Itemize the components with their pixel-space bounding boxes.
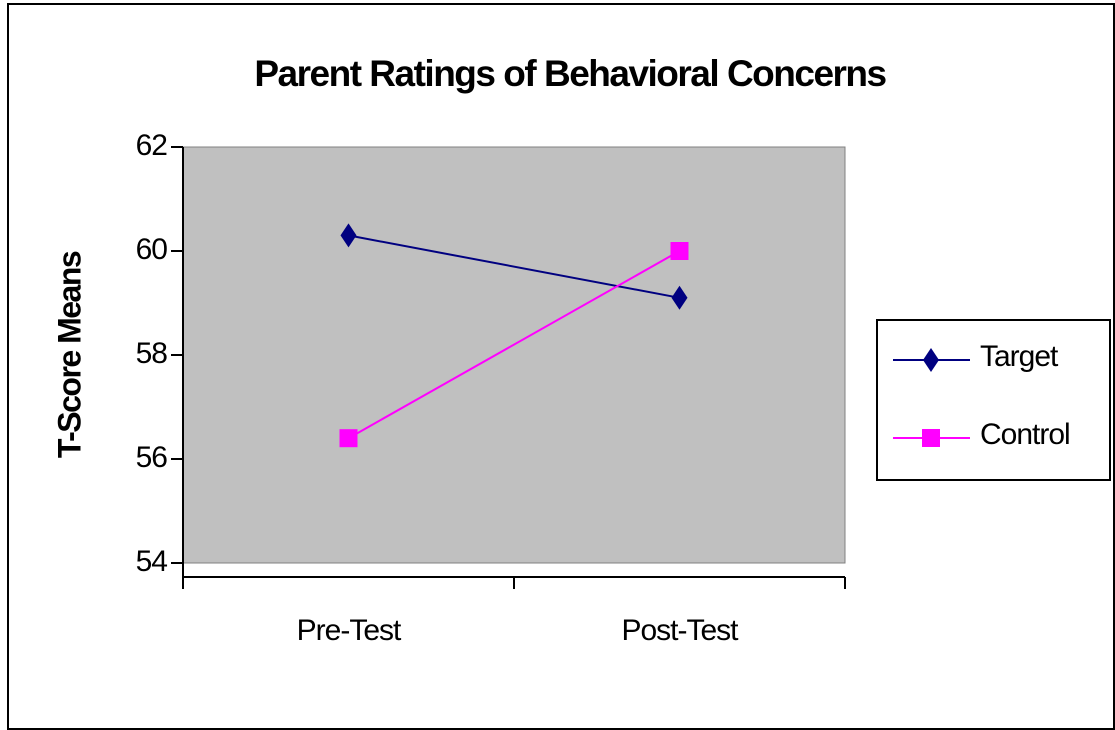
y-axis-label: T-Score Means: [51, 251, 87, 458]
marker: [339, 429, 358, 448]
marker: [340, 223, 357, 248]
marker: [922, 429, 940, 447]
y-tick-label: 60: [136, 233, 168, 266]
legend-label: Control: [980, 418, 1070, 451]
marker: [671, 285, 688, 310]
chart-title: Parent Ratings of Behavioral Concerns: [254, 53, 886, 94]
y-tick-label: 54: [136, 545, 168, 578]
y-tick-label: 58: [136, 337, 168, 370]
x-tick-label: Post-Test: [621, 614, 739, 647]
marker: [923, 348, 939, 372]
legend-label: Target: [980, 340, 1059, 373]
x-tick-label: Pre-Test: [297, 614, 402, 647]
y-tick-label: 56: [136, 441, 168, 474]
series-line: [348, 234, 680, 299]
series-line: [348, 250, 680, 440]
marker: [670, 242, 689, 260]
y-tick-label: 62: [136, 129, 168, 162]
legend-box: [876, 319, 1111, 481]
plot-area: [182, 146, 846, 564]
